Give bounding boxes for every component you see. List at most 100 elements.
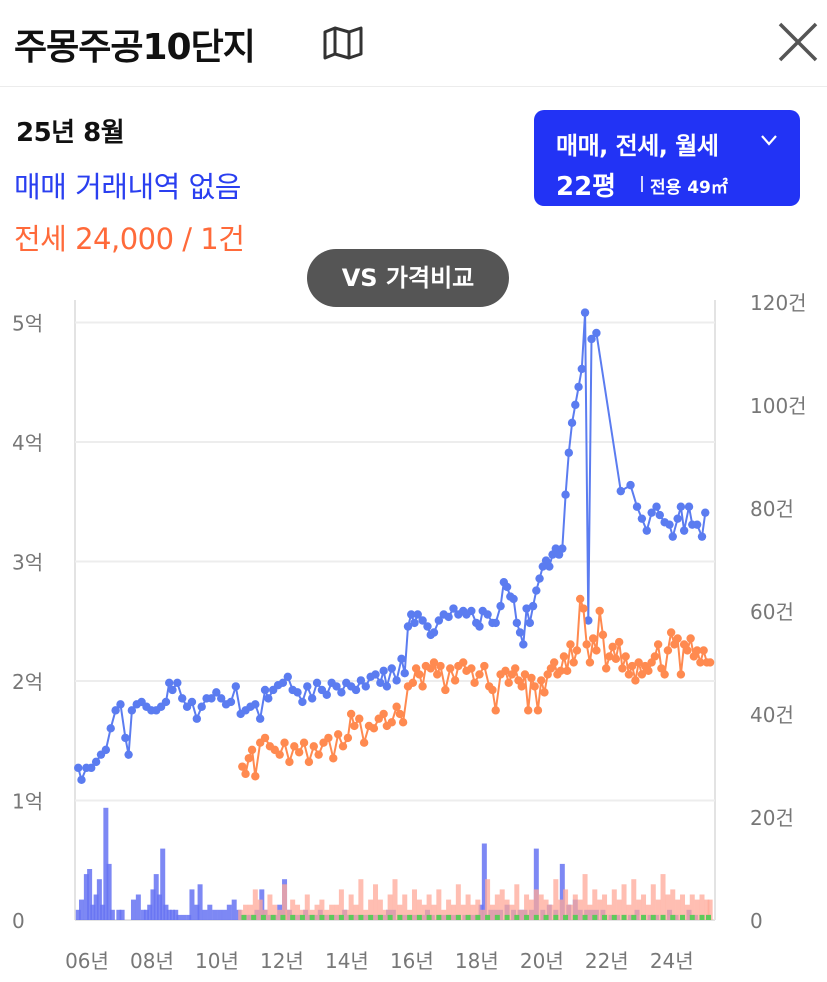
volume-bar bbox=[169, 909, 175, 920]
price-point bbox=[580, 308, 590, 317]
volume-bar bbox=[606, 904, 612, 920]
price-point bbox=[696, 658, 705, 667]
price-point bbox=[579, 604, 588, 613]
price-point bbox=[637, 514, 647, 523]
volume-bar bbox=[226, 904, 232, 920]
price-point bbox=[522, 604, 531, 613]
price-point bbox=[376, 678, 385, 687]
volume-bar bbox=[533, 848, 539, 920]
close-icon[interactable] bbox=[774, 18, 822, 66]
volume-bar bbox=[257, 899, 263, 920]
price-point bbox=[632, 502, 642, 511]
price-point bbox=[588, 634, 598, 643]
price-point bbox=[294, 748, 304, 757]
volume-bar bbox=[548, 904, 554, 920]
price-point bbox=[216, 694, 226, 703]
volume-bar bbox=[368, 914, 374, 920]
price-point bbox=[251, 772, 260, 781]
volume-bar bbox=[602, 914, 608, 920]
y-left-tick-label: 3억 bbox=[12, 551, 43, 575]
volume-bar bbox=[446, 899, 452, 920]
volume-bar bbox=[436, 914, 442, 920]
volume-bar bbox=[553, 879, 559, 920]
map-icon[interactable] bbox=[322, 26, 364, 60]
price-point bbox=[642, 526, 651, 535]
price-point bbox=[356, 676, 366, 685]
price-point bbox=[429, 658, 439, 667]
price-point bbox=[231, 682, 241, 691]
volume-bar bbox=[140, 909, 146, 920]
volume-bar bbox=[96, 879, 102, 920]
price-point bbox=[598, 630, 608, 640]
volume-bar bbox=[156, 894, 162, 920]
price-point bbox=[701, 508, 710, 517]
price-point bbox=[247, 745, 257, 755]
volume-bar bbox=[694, 899, 700, 920]
vs-compare-button[interactable]: VS 가격비교 bbox=[307, 249, 509, 307]
price-point bbox=[627, 661, 637, 671]
volume-bar bbox=[597, 899, 603, 920]
selected-date: 25년 8월 bbox=[16, 118, 125, 148]
volume-bar bbox=[217, 909, 223, 920]
price-point bbox=[567, 418, 577, 428]
volume-bar bbox=[299, 914, 305, 920]
price-point bbox=[650, 652, 660, 661]
price-point bbox=[397, 654, 406, 664]
volume-bar bbox=[290, 899, 296, 920]
price-point bbox=[601, 664, 611, 673]
volume-bar bbox=[407, 914, 413, 920]
price-point bbox=[663, 646, 673, 655]
price-point bbox=[280, 738, 289, 747]
volume-bar bbox=[207, 904, 213, 920]
price-point bbox=[379, 666, 388, 676]
price-point bbox=[644, 666, 653, 676]
volume-bar bbox=[485, 879, 491, 920]
price-point bbox=[491, 618, 500, 628]
price-point bbox=[533, 706, 543, 715]
chevron-down-icon bbox=[761, 135, 777, 146]
price-point bbox=[127, 706, 137, 715]
transaction-type-filter-button[interactable]: 매매, 전세, 월세 22평 전용 49㎡ bbox=[534, 110, 800, 206]
volume-bar bbox=[553, 914, 559, 920]
price-point bbox=[577, 364, 587, 374]
price-point bbox=[519, 640, 528, 649]
volume-bar bbox=[221, 909, 227, 920]
price-point bbox=[450, 676, 460, 685]
y-left-tick-label: 2억 bbox=[12, 670, 43, 694]
volume-bar bbox=[509, 904, 515, 920]
price-point bbox=[692, 646, 702, 655]
volume-bar bbox=[285, 909, 291, 920]
x-tick-label: 22년 bbox=[585, 949, 629, 973]
price-point bbox=[608, 642, 617, 652]
price-point bbox=[434, 616, 444, 625]
price-point bbox=[549, 658, 559, 667]
volume-bar bbox=[348, 914, 354, 920]
volume-bar bbox=[272, 904, 278, 920]
volume-bar bbox=[75, 909, 81, 920]
volume-bar bbox=[475, 914, 481, 920]
volume-bar bbox=[181, 914, 187, 920]
price-point bbox=[161, 697, 171, 707]
volume-bar bbox=[358, 914, 364, 920]
price-point bbox=[673, 634, 682, 643]
price-point bbox=[595, 606, 604, 616]
price-point bbox=[475, 622, 484, 631]
price-point bbox=[106, 724, 115, 733]
volume-bar bbox=[631, 914, 637, 920]
price-point bbox=[475, 670, 484, 679]
price-point bbox=[660, 670, 669, 679]
y-right-tick-label: 20건 bbox=[750, 806, 794, 830]
price-point bbox=[624, 670, 634, 679]
price-point bbox=[346, 709, 356, 719]
volume-bar bbox=[373, 884, 379, 920]
volume-bar bbox=[431, 904, 437, 920]
volume-bar bbox=[377, 899, 383, 920]
volume-bar bbox=[485, 914, 491, 920]
price-point bbox=[611, 654, 621, 664]
volume-bar bbox=[611, 889, 617, 920]
volume-bar bbox=[470, 904, 476, 920]
price-point bbox=[418, 682, 427, 691]
price-point bbox=[407, 610, 416, 619]
volume-bar bbox=[241, 914, 247, 920]
volume-bar bbox=[243, 904, 249, 920]
